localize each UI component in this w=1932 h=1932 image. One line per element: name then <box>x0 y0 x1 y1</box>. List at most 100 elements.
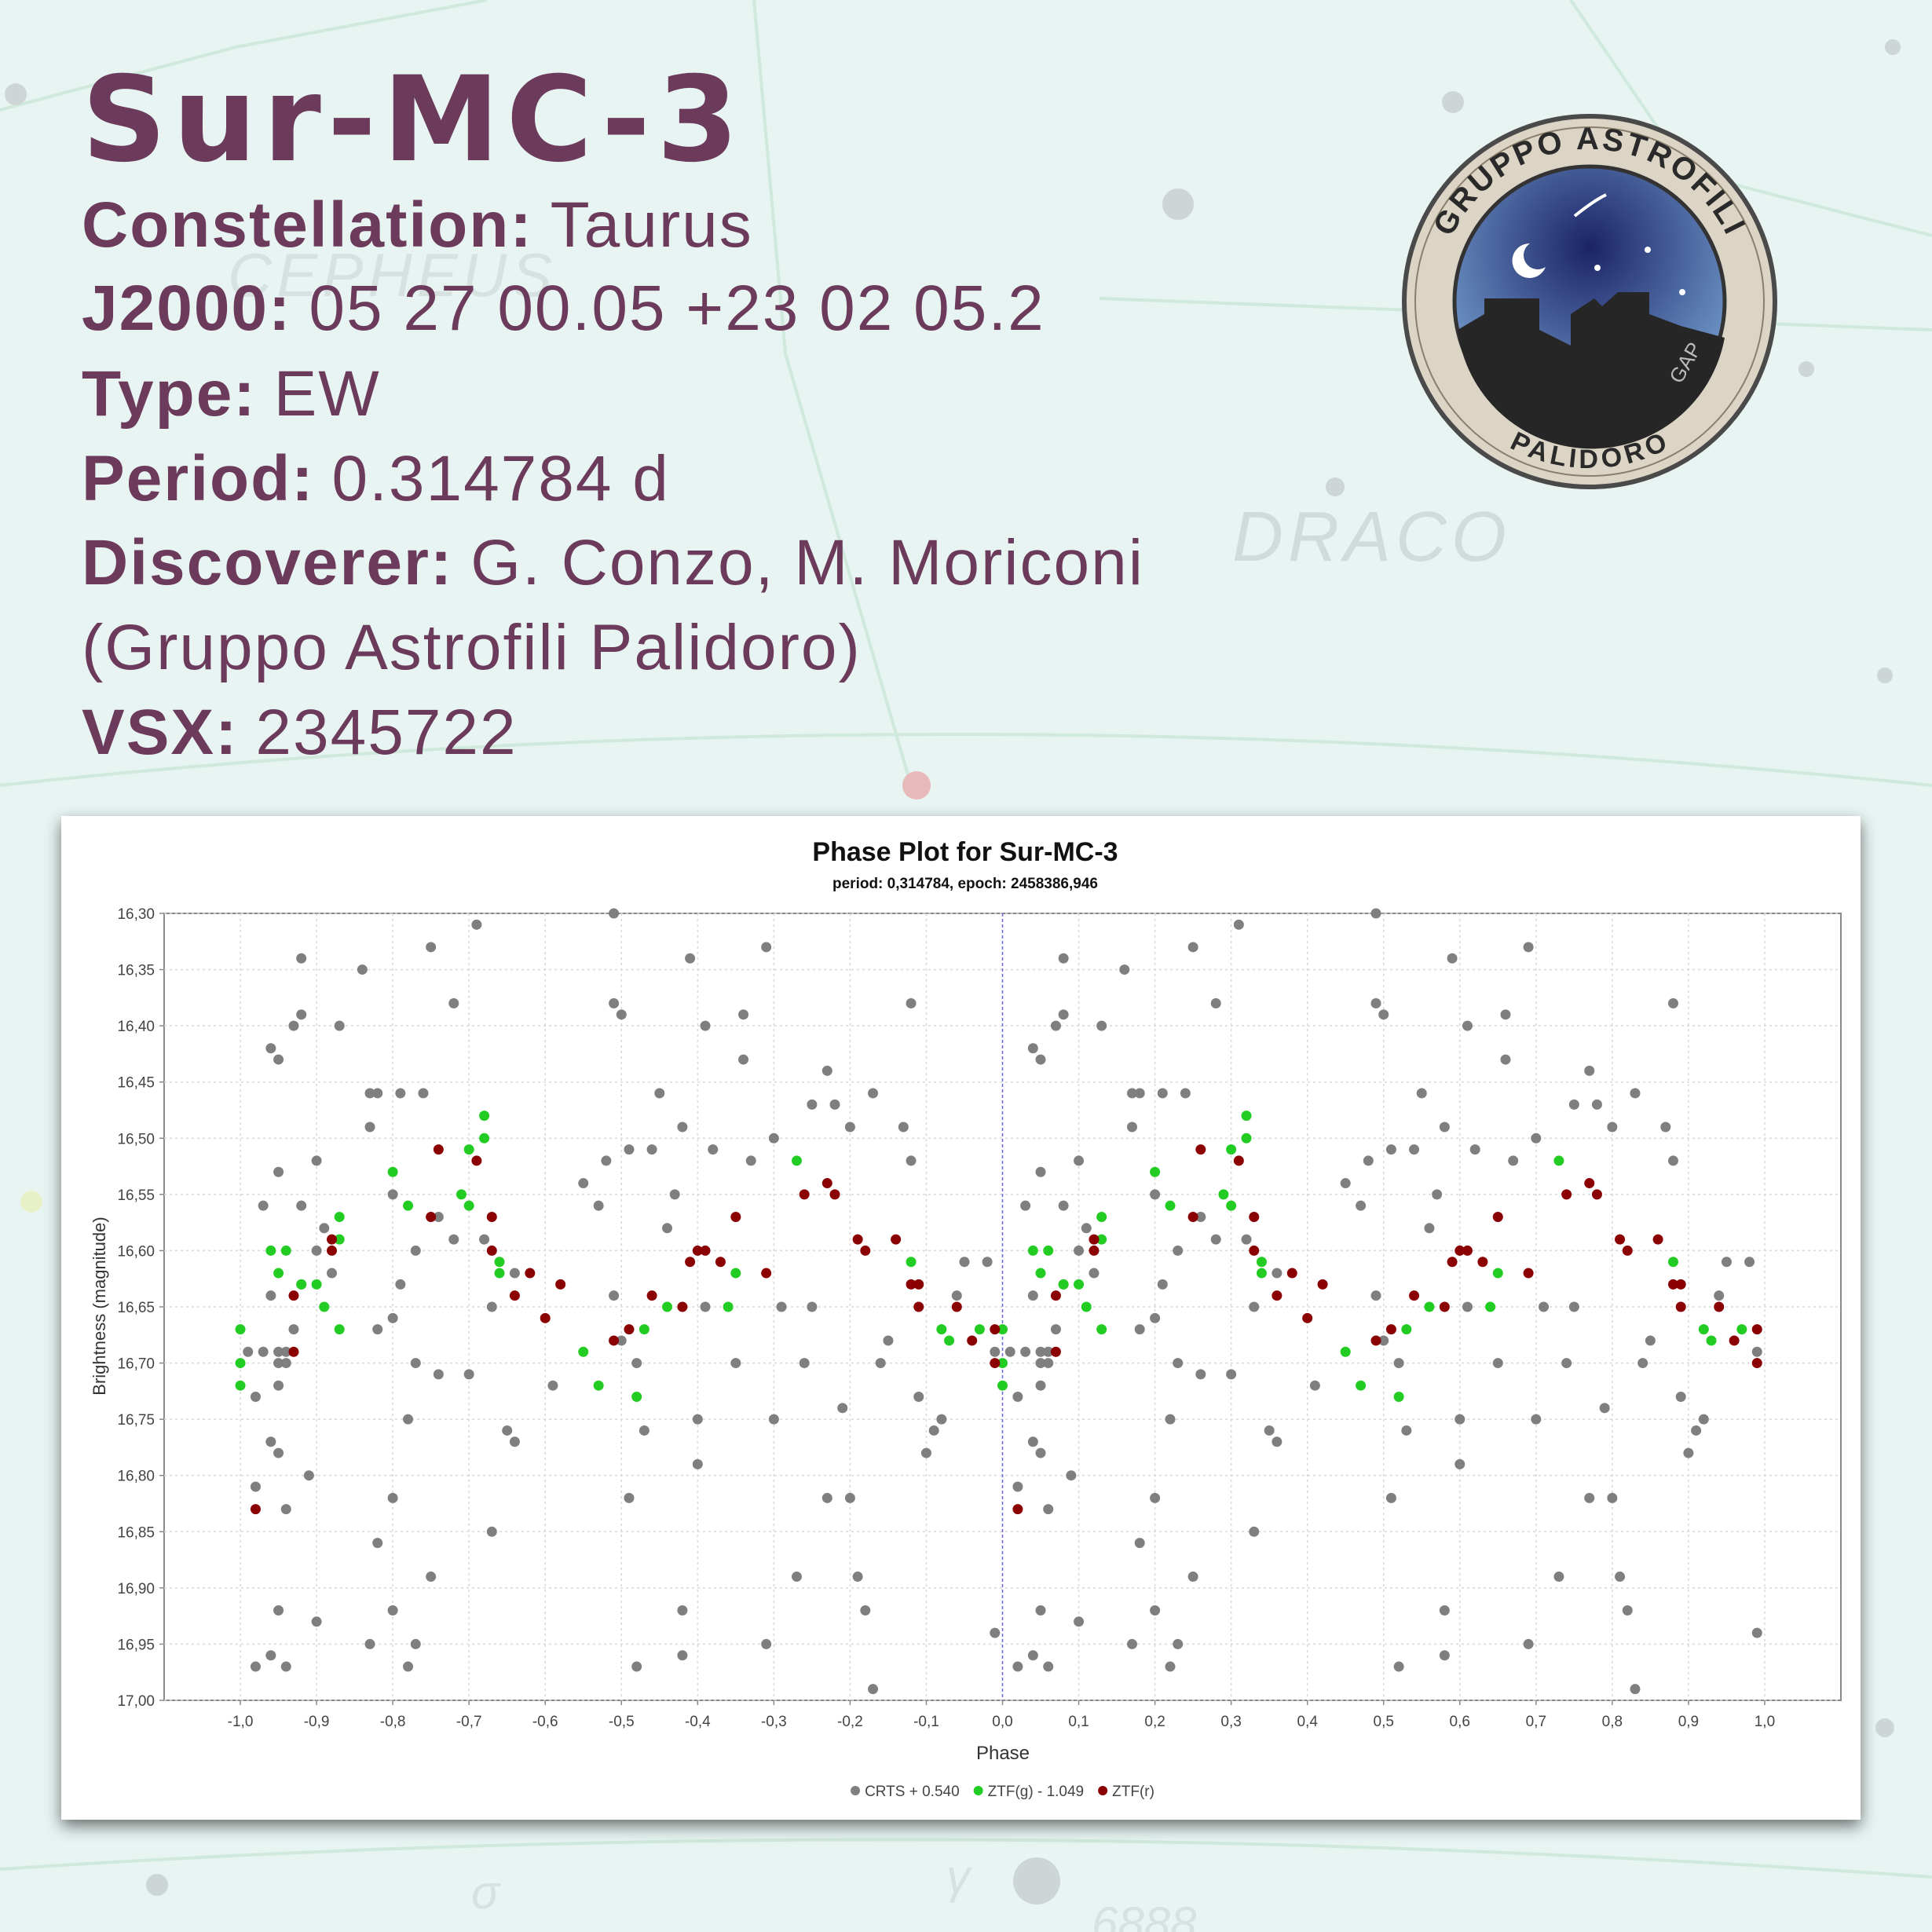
data-point <box>334 1324 345 1335</box>
data-point <box>273 1054 284 1065</box>
data-point <box>967 1335 978 1346</box>
info-value: 0.314784 d <box>331 443 669 514</box>
data-point <box>1637 1358 1648 1369</box>
data-point <box>1226 1369 1237 1380</box>
info-line: Type: EW <box>82 358 381 430</box>
data-point <box>1119 964 1130 975</box>
chart-subtitle: period: 0,314784, epoch: 2458386,946 <box>832 876 1098 892</box>
data-point <box>1165 1414 1176 1425</box>
data-point <box>1660 1122 1671 1132</box>
data-point <box>662 1301 672 1312</box>
data-point <box>1286 1268 1297 1279</box>
data-point <box>1409 1290 1420 1301</box>
data-point <box>1150 1312 1161 1323</box>
data-point <box>1668 1279 1678 1290</box>
data-point <box>844 1122 855 1132</box>
chart-title: Phase Plot for Sur-MC-3 <box>812 837 1118 867</box>
data-point <box>1074 1279 1085 1290</box>
data-point <box>1698 1414 1709 1425</box>
data-point <box>387 1492 398 1503</box>
x-tick-label: -0,9 <box>304 1714 330 1730</box>
data-point <box>1675 1392 1686 1403</box>
data-point <box>1264 1425 1275 1436</box>
y-tick-label: 16,40 <box>117 1019 155 1035</box>
info-label: VSX: <box>82 697 238 768</box>
data-point <box>250 1504 261 1515</box>
data-point <box>1256 1268 1267 1279</box>
data-point <box>1370 1335 1381 1346</box>
data-point <box>1035 1268 1046 1279</box>
data-point <box>486 1301 497 1312</box>
data-point <box>730 1211 741 1222</box>
data-point <box>1309 1380 1320 1391</box>
info-line: J2000: 05 27 00.05 +23 02 05.2 <box>82 273 1045 344</box>
data-point <box>799 1358 810 1369</box>
data-point <box>1226 1144 1237 1155</box>
data-point <box>578 1346 589 1357</box>
data-point <box>1089 1234 1100 1245</box>
data-point <box>990 1627 1001 1638</box>
data-point <box>639 1425 649 1436</box>
data-point <box>807 1099 818 1110</box>
data-point <box>327 1268 337 1279</box>
data-point <box>685 953 696 964</box>
info-value: G. Conzo, M. Moriconi <box>470 527 1144 598</box>
data-point <box>1553 1155 1564 1166</box>
data-point <box>700 1245 711 1256</box>
data-point <box>631 1392 642 1403</box>
data-point <box>426 1211 437 1222</box>
data-point <box>1089 1268 1100 1279</box>
data-point <box>250 1481 261 1492</box>
data-point <box>1317 1279 1328 1290</box>
data-point <box>1447 953 1458 964</box>
data-point <box>1035 1605 1046 1615</box>
data-point <box>250 1392 261 1403</box>
data-point <box>700 1020 711 1031</box>
data-point <box>1089 1245 1100 1256</box>
data-point <box>1424 1223 1435 1234</box>
data-point <box>982 1257 993 1268</box>
data-point <box>1630 1684 1641 1695</box>
x-tick-label: 0,3 <box>1220 1714 1241 1730</box>
x-tick-label: -1,0 <box>228 1714 254 1730</box>
data-point <box>1508 1155 1519 1166</box>
data-point <box>1393 1392 1404 1403</box>
data-point <box>677 1301 688 1312</box>
data-point <box>410 1358 421 1369</box>
data-point <box>1027 1290 1038 1301</box>
y-tick-label: 16,95 <box>117 1637 155 1653</box>
data-point <box>951 1290 962 1301</box>
data-point <box>708 1144 719 1155</box>
data-point <box>609 998 620 1009</box>
data-point <box>997 1324 1008 1335</box>
data-point <box>1370 1290 1381 1301</box>
star <box>146 1874 168 1896</box>
data-point <box>936 1414 947 1425</box>
data-point <box>609 1335 620 1346</box>
data-point <box>1020 1346 1031 1357</box>
data-point <box>273 1268 284 1279</box>
data-point <box>844 1492 855 1503</box>
data-point <box>486 1526 497 1537</box>
x-axis-label: Phase <box>976 1743 1030 1764</box>
star <box>1798 361 1814 377</box>
data-point <box>692 1458 703 1469</box>
data-point <box>265 1043 276 1054</box>
data-point <box>1173 1245 1184 1256</box>
data-point <box>357 964 368 975</box>
data-point <box>1561 1189 1572 1200</box>
logo-star <box>1594 265 1601 271</box>
data-point <box>936 1324 947 1335</box>
data-point <box>418 1088 429 1099</box>
data-point <box>1675 1301 1686 1312</box>
data-point <box>288 1290 299 1301</box>
data-point <box>280 1661 291 1672</box>
data-point <box>1195 1211 1206 1222</box>
star-dots <box>5 39 1901 1905</box>
data-point <box>403 1200 414 1211</box>
data-point <box>387 1312 398 1323</box>
data-point <box>1584 1492 1595 1503</box>
data-point <box>1043 1661 1054 1672</box>
data-point <box>1150 1166 1161 1177</box>
data-point <box>1454 1414 1465 1425</box>
